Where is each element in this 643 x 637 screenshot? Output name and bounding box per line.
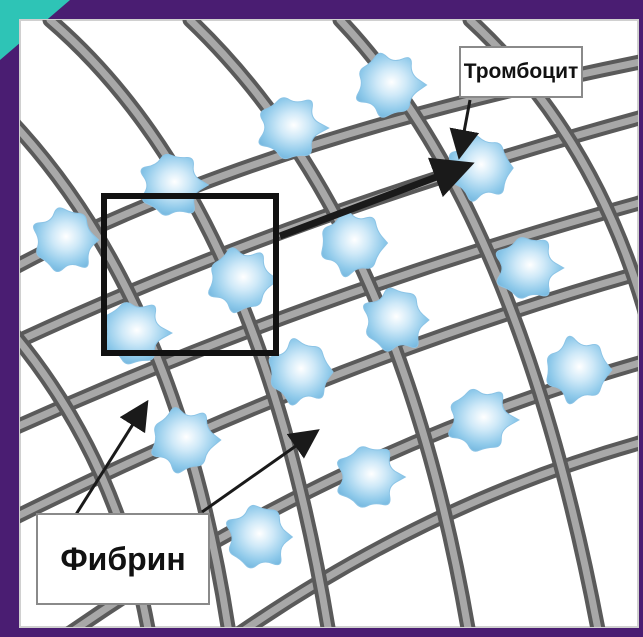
fibrin-pointer-arrow-2 (201, 429, 320, 514)
platelet (33, 207, 100, 273)
platelet (337, 446, 407, 508)
platelet-pointer-arrow (449, 99, 480, 160)
fibrin-label-text: Фибрин (60, 540, 186, 577)
platelet (258, 97, 330, 160)
platelet (151, 407, 222, 474)
platelet (495, 237, 565, 299)
platelet (356, 52, 428, 118)
platelet (140, 153, 210, 216)
zoom-arrow (278, 157, 475, 240)
platelet (268, 338, 334, 406)
platelet (448, 388, 521, 452)
fibrin-fiber-highlight (242, 439, 638, 627)
fibrin-fiber-highlight (186, 20, 472, 627)
platelet (546, 335, 613, 405)
zoom-frame (101, 193, 279, 356)
platelet (363, 287, 430, 352)
fibrin-pointer-arrow-1 (73, 399, 149, 517)
platelet-label-text: Тромбоцит (463, 60, 579, 83)
platelet (226, 504, 294, 569)
fibrin-fiber-highlight (20, 199, 638, 430)
platelet-label: Тромбоцит (459, 46, 583, 98)
fibrin-label: Фибрин (36, 513, 210, 605)
platelet (321, 209, 389, 278)
platelet (208, 247, 280, 314)
